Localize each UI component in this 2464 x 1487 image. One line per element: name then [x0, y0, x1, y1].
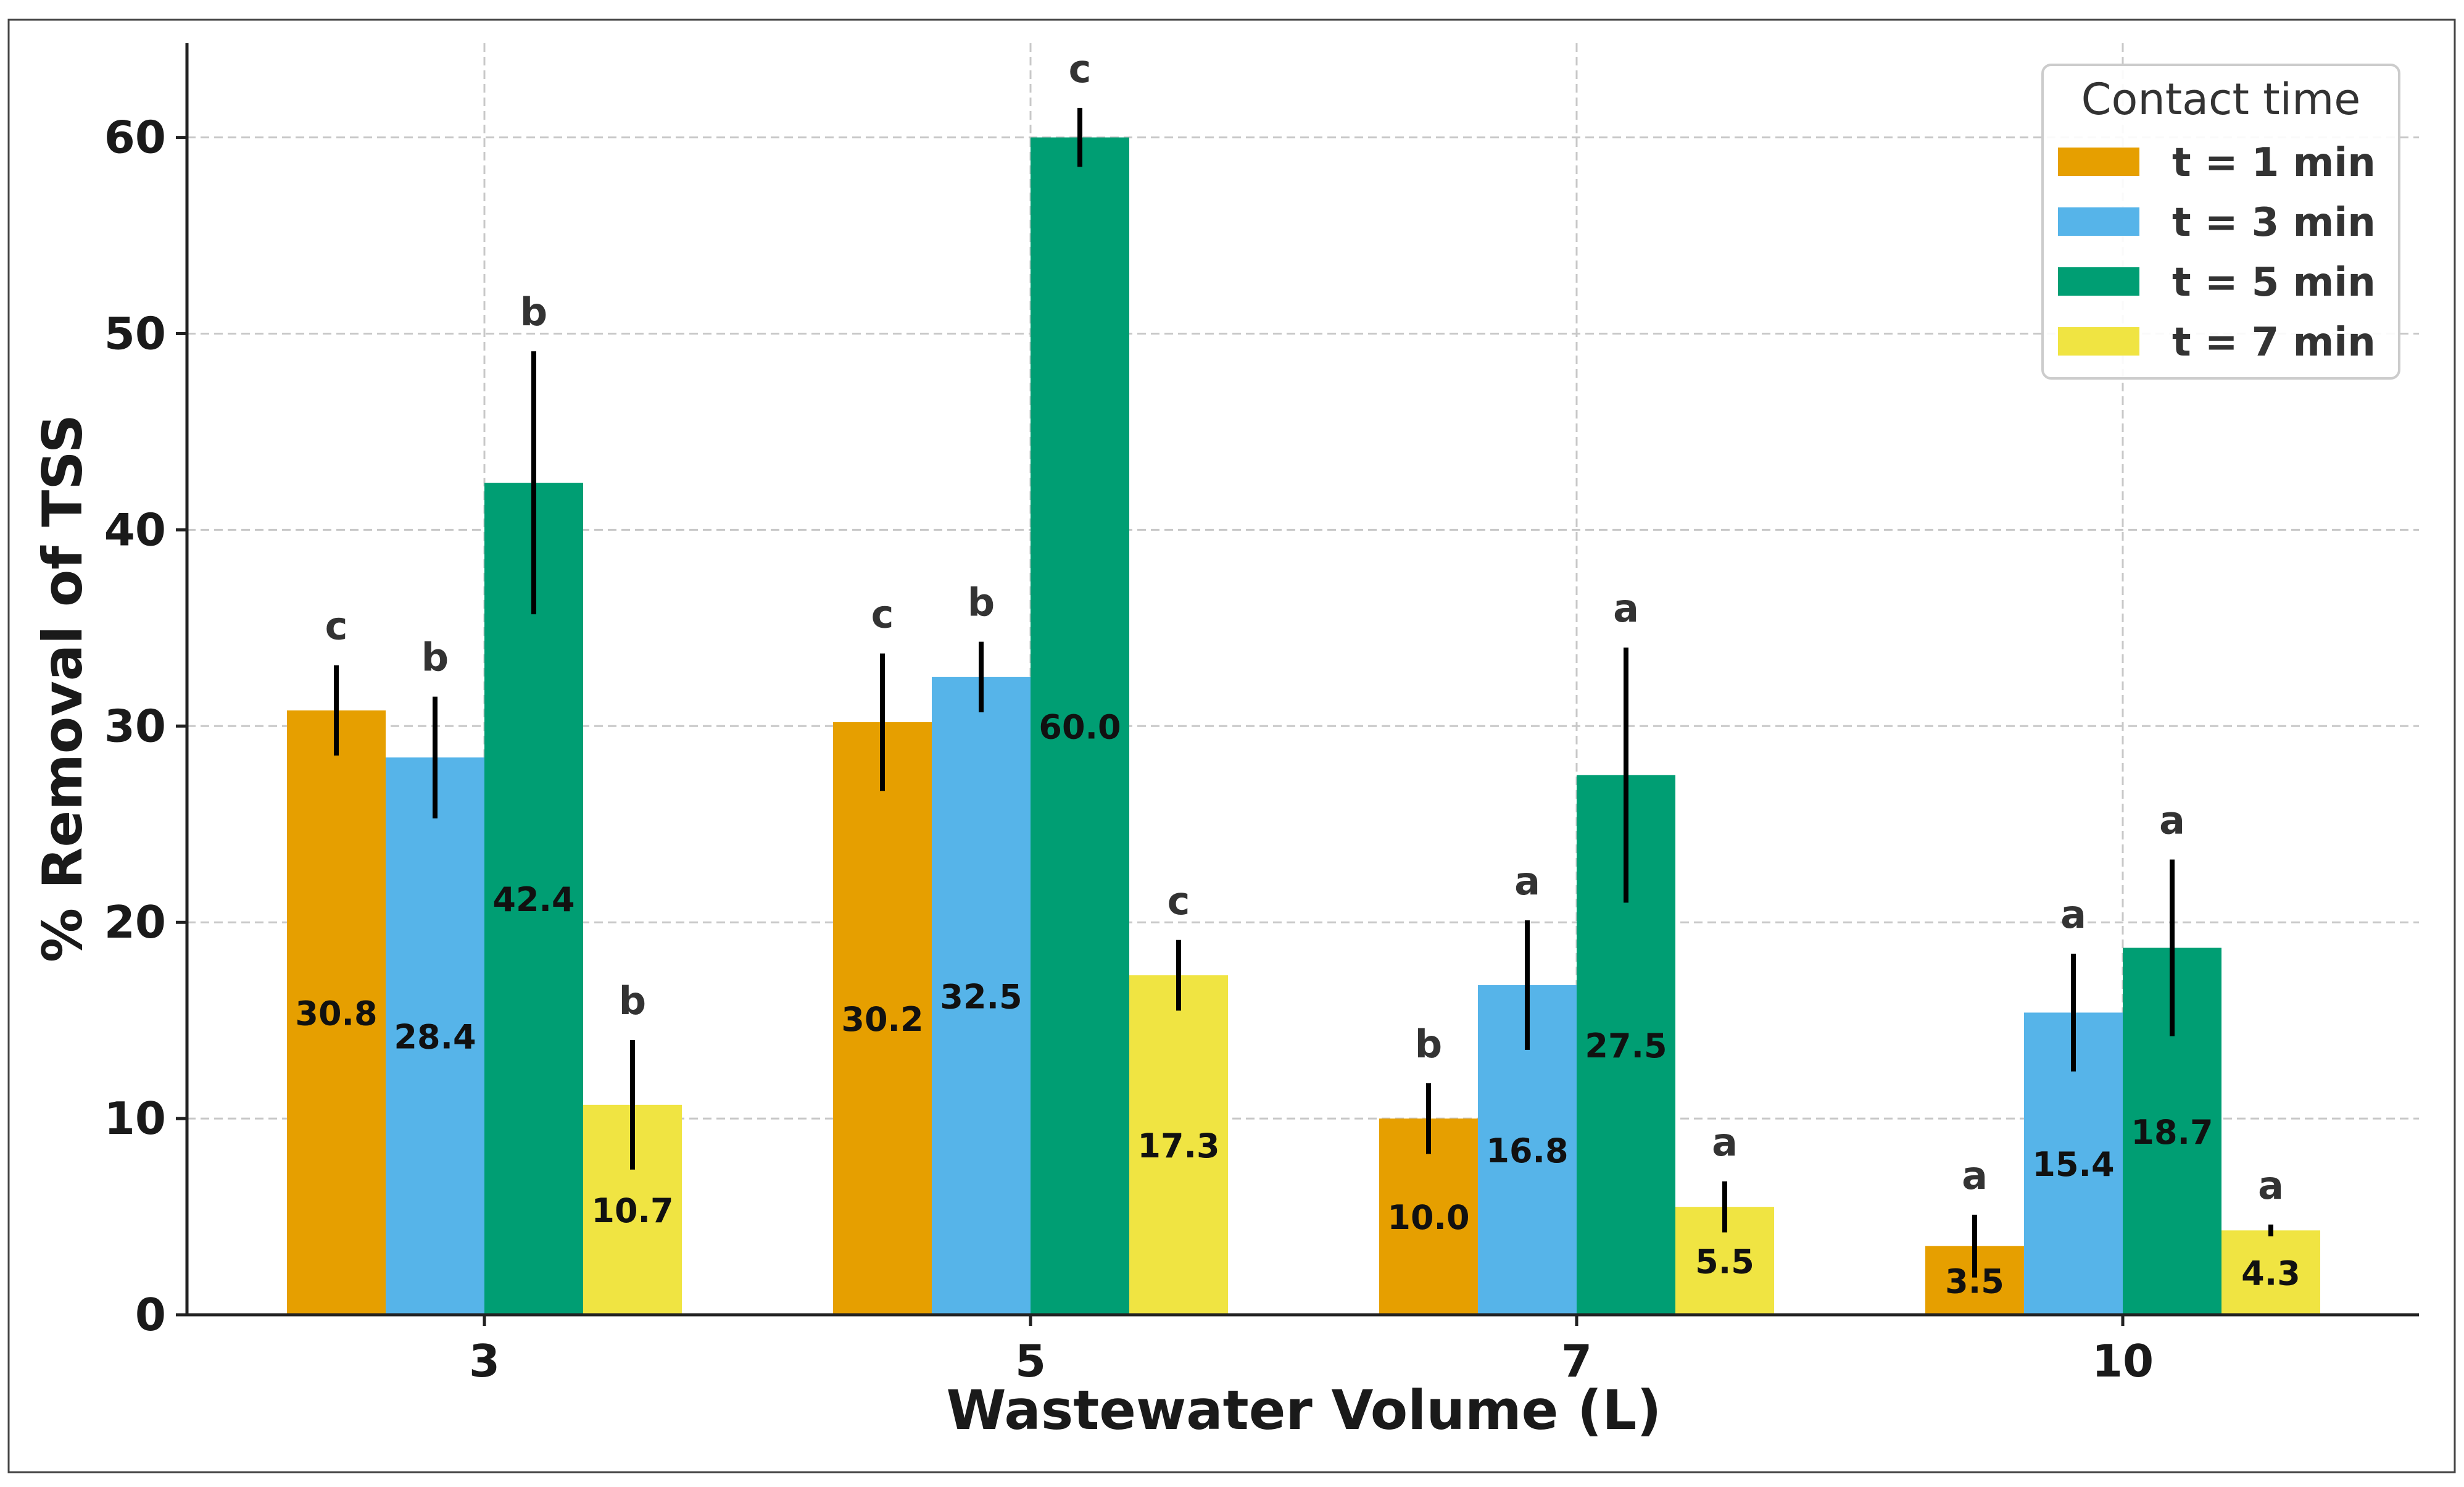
significance-letter: c: [871, 592, 894, 637]
bar-t-1-min-5: [833, 722, 932, 1315]
bar-value-label: 10.0: [1387, 1198, 1469, 1237]
significance-letter: b: [968, 580, 995, 625]
y-tick-label: 60: [104, 112, 166, 164]
x-axis-title: Wastewater Volume (L): [947, 1378, 1662, 1442]
error-bars: [334, 107, 2273, 1278]
bar-value-label: 28.4: [394, 1018, 476, 1057]
significance-letter: a: [1613, 586, 1639, 631]
y-axis-title: % Removal of TSS: [31, 414, 94, 962]
x-tick-label: 5: [1015, 1335, 1046, 1387]
bar-value-label: 27.5: [1585, 1027, 1667, 1065]
legend-entry-label: t = 7 min: [2172, 320, 2376, 365]
x-tick-label: 7: [1561, 1335, 1592, 1387]
bar-value-label: 60.0: [1039, 707, 1121, 746]
axes: 0 10 20 30 40 50 60 3 5 7 10: [104, 43, 2419, 1387]
bar-value-label: 15.4: [2032, 1145, 2114, 1184]
x-tick-label: 3: [469, 1335, 500, 1387]
significance-letter: a: [2258, 1163, 2284, 1208]
bar-t-5-min-5: [1031, 137, 1129, 1315]
y-tick-label: 30: [104, 700, 166, 752]
bar-value-label: 30.8: [295, 994, 377, 1033]
data-labels: c 30.8 c 30.2 b 10.0 a 3.5 b 28.4 b 32.5 a 16.8 a 15.4 b…: [295, 46, 2300, 1301]
bar-t-5-min-3: [484, 483, 583, 1315]
significance-letter: a: [1712, 1120, 1738, 1165]
significance-letter: b: [421, 635, 449, 680]
bars: [287, 137, 2320, 1315]
legend-box: [2041, 64, 2400, 380]
y-tick-label: 0: [135, 1289, 166, 1341]
legend-swatch: [2058, 267, 2139, 296]
significance-letter: a: [2159, 798, 2185, 843]
significance-letter: a: [2060, 892, 2086, 937]
legend-title: Contact time: [2081, 74, 2361, 125]
bar-value-label: 42.4: [492, 880, 575, 919]
legend-swatch: [2058, 207, 2139, 236]
bar-t-3-min-3: [386, 757, 484, 1315]
bar-value-label: 32.5: [940, 977, 1022, 1016]
legend: Contact time t = 1 min t = 3 min t = 5 min…: [2041, 64, 2400, 380]
bar-t-1-min-3: [287, 710, 386, 1315]
significance-letter: a: [1962, 1153, 1988, 1198]
significance-letter: b: [619, 978, 646, 1023]
y-tick-label: 40: [104, 504, 166, 556]
x-tick-label: 10: [2092, 1335, 2154, 1387]
significance-letter: a: [1514, 859, 1540, 904]
bar-t-3-min-5: [932, 677, 1031, 1315]
significance-letter: b: [1415, 1022, 1442, 1067]
significance-letter: c: [1168, 878, 1190, 923]
bar-value-label: 18.7: [2131, 1113, 2213, 1152]
y-tick-label: 50: [104, 307, 166, 359]
bar-value-label: 3.5: [1945, 1262, 2004, 1301]
legend-swatch: [2058, 327, 2139, 356]
bar-value-label: 10.7: [591, 1191, 673, 1230]
legend-entry-label: t = 5 min: [2172, 260, 2376, 306]
legend-swatch: [2058, 148, 2139, 176]
bar-t-7-min-5: [1129, 975, 1228, 1315]
bar-value-label: 16.8: [1486, 1131, 1568, 1170]
y-tick-label: 10: [104, 1093, 166, 1144]
bar-t-7-min-10: [2221, 1230, 2320, 1315]
legend-entry-label: t = 3 min: [2172, 200, 2376, 246]
significance-letter: b: [520, 289, 547, 335]
bar-value-label: 4.3: [2241, 1254, 2300, 1293]
significance-letter: c: [325, 604, 348, 649]
bar-value-label: 30.2: [841, 1000, 923, 1039]
legend-entry-label: t = 1 min: [2172, 140, 2376, 186]
significance-letter: c: [1069, 46, 1092, 91]
y-tick-label: 20: [104, 896, 166, 948]
bar-value-label: 5.5: [1695, 1243, 1754, 1281]
bar-value-label: 17.3: [1137, 1127, 1219, 1165]
